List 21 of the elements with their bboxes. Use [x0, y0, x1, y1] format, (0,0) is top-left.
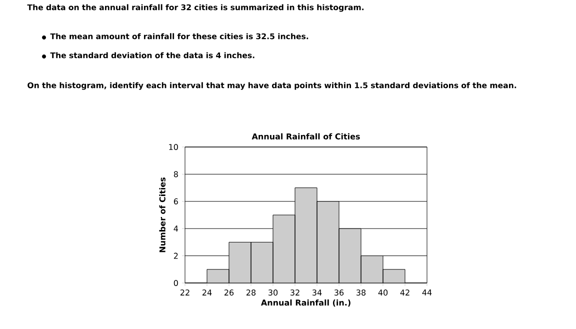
- x-tick-label: 38: [356, 290, 366, 296]
- y-tick-label: 4: [174, 226, 178, 232]
- y-tick-label: 2: [174, 252, 178, 259]
- y-tick-label: 0: [174, 280, 178, 286]
- x-tick-label: 24: [202, 290, 212, 296]
- x-tick-label: 28: [246, 290, 256, 296]
- x-tick-label: 36: [334, 290, 344, 296]
- x-tick-label: 32: [290, 290, 300, 296]
- y-tick-label: 6: [174, 198, 178, 204]
- x-tick-label: 22: [180, 290, 190, 296]
- x-tick-label: 40: [378, 290, 388, 296]
- y-tick-label: 8: [174, 171, 178, 178]
- chart-title: Annual Rainfall of Cities: [252, 133, 360, 140]
- x-tick-label: 44: [422, 290, 432, 296]
- x-tick-label: 26: [224, 290, 234, 296]
- y-tick-label: 10: [169, 144, 178, 150]
- x-axis-title: Annual Rainfall (in.): [260, 299, 350, 307]
- x-tick-label: 42: [400, 290, 410, 296]
- y-axis-title: Number of Cities: [159, 178, 166, 252]
- x-tick-label: 34: [312, 290, 322, 296]
- x-tick-label: 30: [268, 290, 278, 296]
